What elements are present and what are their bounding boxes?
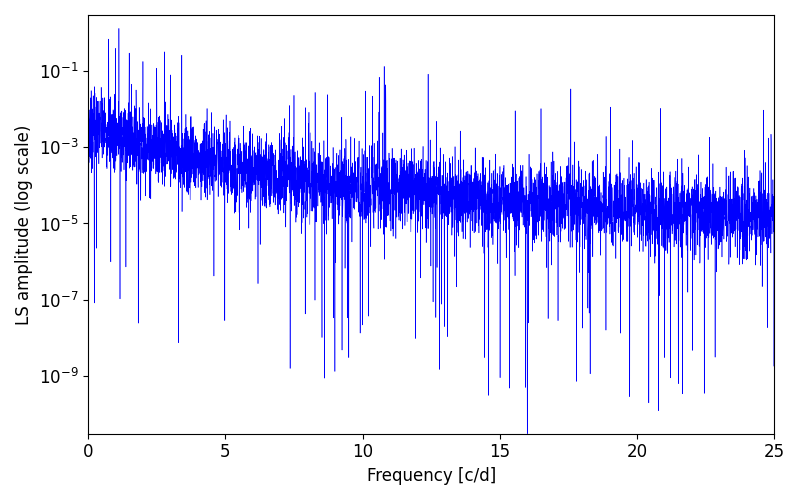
X-axis label: Frequency [c/d]: Frequency [c/d] xyxy=(366,467,496,485)
Y-axis label: LS amplitude (log scale): LS amplitude (log scale) xyxy=(15,124,33,324)
